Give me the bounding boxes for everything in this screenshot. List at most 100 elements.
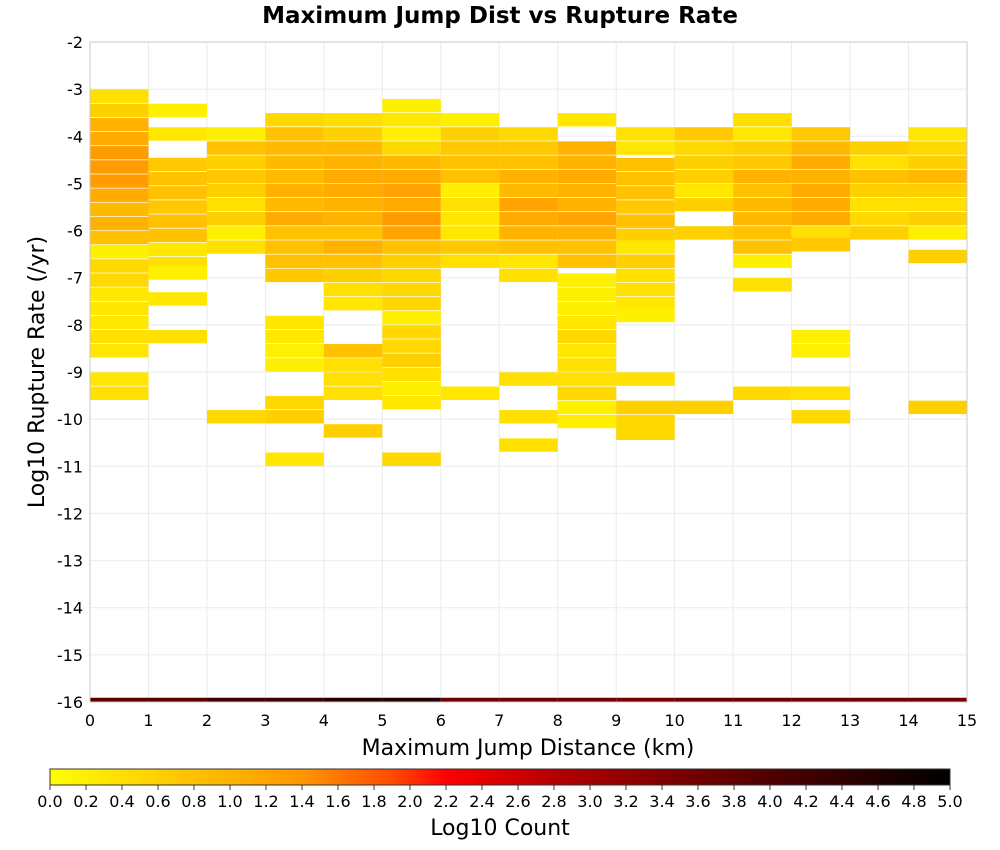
heatmap-cell (323, 113, 383, 127)
heatmap-cell (323, 282, 383, 297)
heatmap-cell (440, 183, 500, 198)
heatmap-cell (850, 169, 909, 184)
heatmap-cell (206, 169, 266, 184)
heatmap-cell (440, 697, 500, 703)
heatmap-cell (616, 426, 675, 441)
heatmap-cell (265, 254, 324, 268)
heatmap-cell (323, 697, 383, 703)
x-tick-label: 10 (664, 711, 684, 730)
heatmap-cells (90, 89, 967, 703)
heatmap-cell (557, 273, 617, 287)
heatmap-cell (733, 386, 792, 400)
x-tick-label: 2 (202, 711, 212, 730)
heatmap-cell (206, 155, 266, 169)
heatmap-cell (323, 197, 383, 212)
heatmap-cell (499, 372, 558, 386)
heatmap-cell (791, 237, 851, 252)
heatmap-cell (148, 214, 207, 228)
x-tick-label: 3 (260, 711, 270, 730)
heatmap-cell (616, 268, 675, 283)
heatmap-cell (557, 358, 617, 372)
heatmap-cell (791, 141, 851, 155)
heatmap-cell (499, 212, 558, 226)
heatmap-cell (90, 216, 149, 231)
heatmap-cell (908, 169, 967, 184)
heatmap-cell (148, 171, 207, 186)
heatmap-cell (499, 169, 558, 184)
heatmap-cell (791, 169, 851, 184)
heatmap-cell (382, 127, 441, 141)
heatmap-cell (206, 410, 266, 424)
heatmap-cell (90, 117, 149, 132)
heatmap-cell (382, 353, 441, 367)
heatmap-cell (499, 127, 558, 141)
heatmap-cell (148, 157, 207, 172)
heatmap-cell (206, 212, 266, 226)
heatmap-cell (382, 240, 441, 254)
heatmap-cell (733, 141, 792, 155)
colorbar-tick-label: 0.8 (181, 792, 206, 811)
heatmap-cell (382, 339, 441, 353)
heatmap-cell (323, 169, 383, 184)
x-axis-label: Maximum Jump Distance (km) (362, 736, 695, 761)
heatmap-cell (440, 155, 500, 169)
heatmap-cell (265, 410, 324, 424)
heatmap-cell (616, 157, 675, 172)
heatmap-cell (265, 344, 324, 358)
colorbar-tick-label: 0.2 (73, 792, 98, 811)
heatmap-cell (616, 214, 675, 228)
colorbar-tick-label: 1.0 (217, 792, 242, 811)
heatmap-cell (557, 212, 617, 226)
heatmap-cell (557, 183, 617, 198)
heatmap-cell (791, 344, 851, 358)
heatmap-cell (265, 697, 324, 703)
heatmap-cell (206, 183, 266, 198)
heatmap-cell (733, 226, 792, 240)
heatmap-cell (499, 155, 558, 169)
heatmap-cell (382, 226, 441, 240)
x-tick-label: 12 (781, 711, 801, 730)
heatmap-cell (148, 329, 207, 344)
heatmap-cell (791, 329, 851, 344)
heatmap-cell (616, 200, 675, 214)
heatmap-cell (90, 301, 149, 316)
colorbar-tick-label: 1.2 (253, 792, 278, 811)
y-tick-label: -16 (57, 693, 83, 712)
heatmap-cell (557, 287, 617, 301)
heatmap-cell (733, 240, 792, 254)
heatmap-cell (791, 155, 851, 169)
heatmap-cell (674, 169, 734, 184)
heatmap-cell (148, 292, 207, 306)
heatmap-cell (90, 146, 149, 160)
heatmap-cell (323, 240, 383, 254)
heatmap-cell (850, 141, 909, 155)
heatmap-cell (265, 358, 324, 372)
colorbar-tick-label: 2.4 (469, 792, 494, 811)
colorbar-tick-label: 2.0 (397, 792, 422, 811)
grid-lines (89, 41, 968, 703)
heatmap-cell (733, 155, 792, 169)
heatmap-cell (323, 296, 383, 311)
x-tick-label: 5 (377, 711, 387, 730)
heatmap-cell (265, 155, 324, 169)
heatmap-cell (499, 197, 558, 212)
y-tick-label: -6 (67, 222, 83, 241)
heatmap-cell (265, 113, 324, 127)
heatmap-cell (90, 329, 149, 344)
heatmap-cell (440, 169, 500, 184)
heatmap-cell (323, 212, 383, 226)
heatmap-cell (440, 197, 500, 212)
heatmap-cell (733, 212, 792, 226)
heatmap-cell (557, 197, 617, 212)
heatmap-cell (90, 174, 149, 188)
heatmap-cell (791, 697, 851, 703)
heatmap-cell (382, 212, 441, 226)
colorbar-tick-label: 1.4 (289, 792, 314, 811)
heatmap-cell (90, 131, 149, 146)
colorbar-ticks: 0.0 0.2 0.4 0.6 0.8 1.0 1.2 1.4 1.6 1.8 2.0 2.2 2.4 2… (37, 785, 963, 811)
heatmap-cell (440, 212, 500, 226)
x-tick-label: 8 (553, 711, 563, 730)
heatmap-cell (440, 127, 500, 141)
heatmap-cell (323, 386, 383, 400)
heatmap-cell (148, 200, 207, 214)
